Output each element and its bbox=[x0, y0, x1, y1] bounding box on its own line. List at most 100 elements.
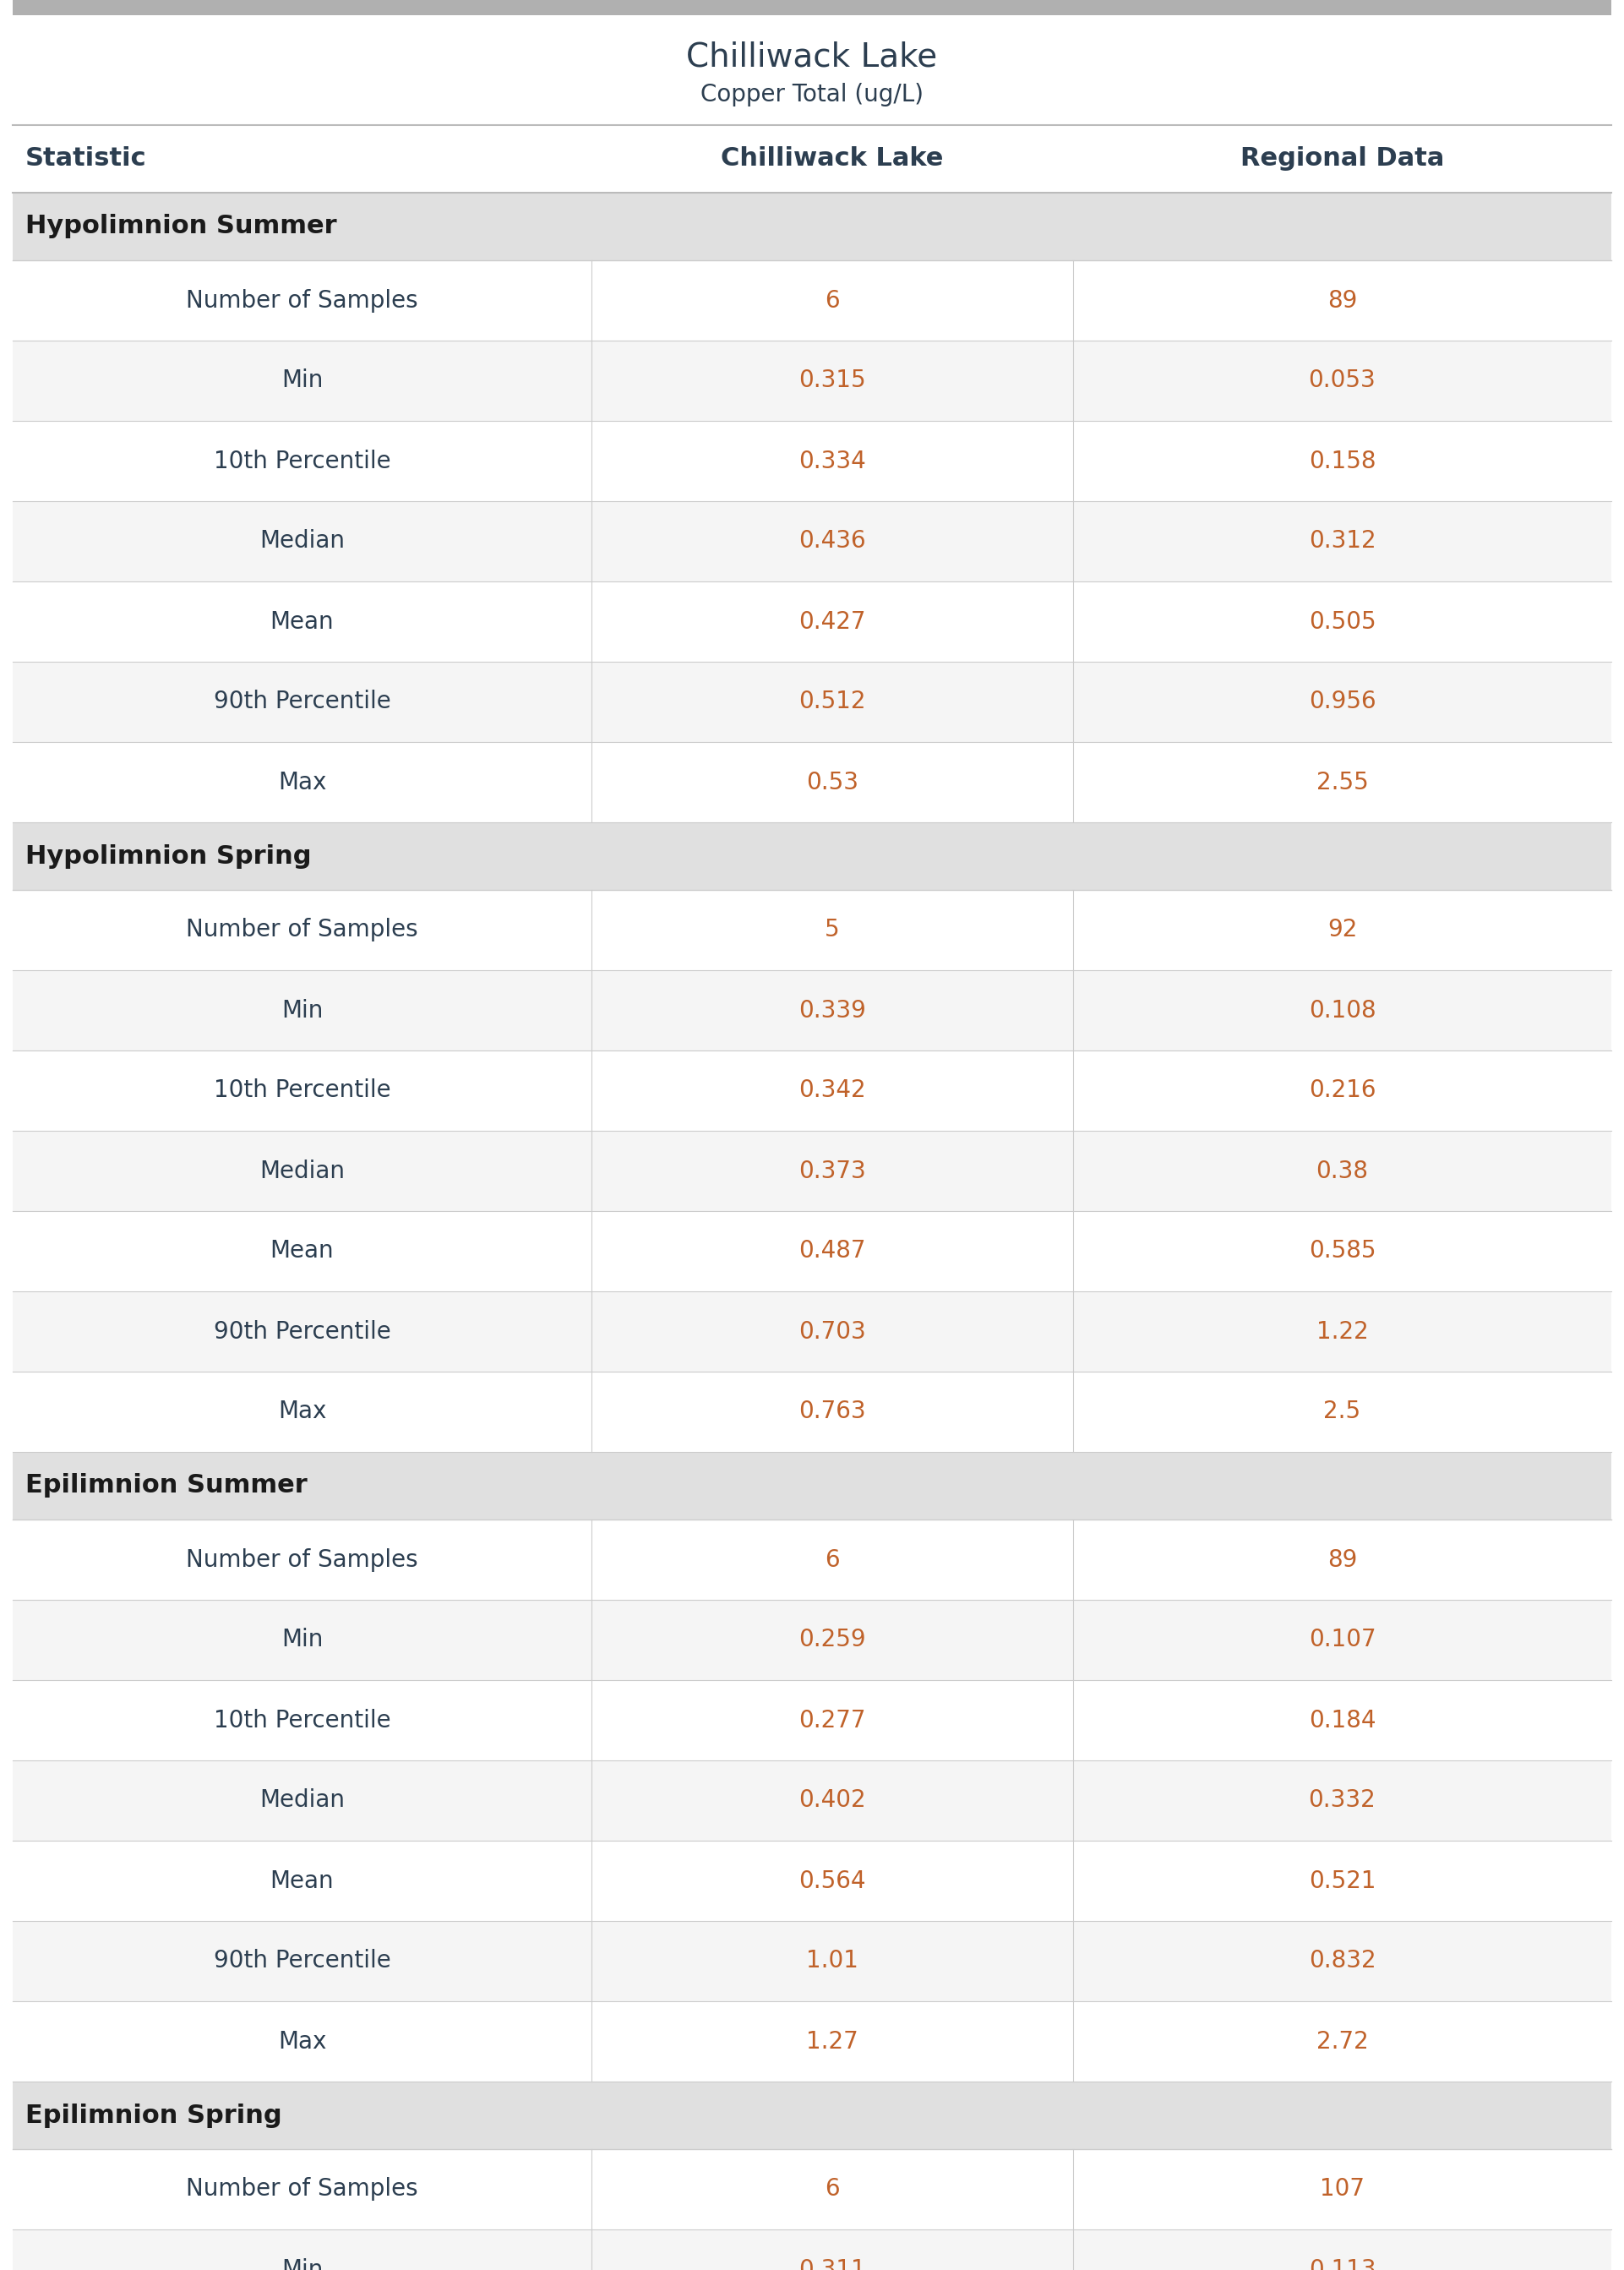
Text: Hypolimnion Spring: Hypolimnion Spring bbox=[26, 844, 312, 869]
Text: 0.334: 0.334 bbox=[799, 449, 866, 472]
Text: 0.521: 0.521 bbox=[1309, 1868, 1376, 1893]
Text: 90th Percentile: 90th Percentile bbox=[213, 690, 391, 713]
Text: 1.01: 1.01 bbox=[806, 1950, 859, 1973]
Bar bbox=[13, 1212, 1611, 1292]
Text: 0.339: 0.339 bbox=[799, 999, 866, 1022]
Text: 5: 5 bbox=[825, 919, 840, 942]
Bar bbox=[13, 969, 1611, 1051]
Bar bbox=[13, 1453, 1611, 1519]
Text: 10th Percentile: 10th Percentile bbox=[213, 1078, 391, 1103]
Text: 2.72: 2.72 bbox=[1315, 2029, 1369, 2054]
Text: Number of Samples: Number of Samples bbox=[187, 1548, 417, 1571]
Text: Mean: Mean bbox=[270, 1868, 335, 1893]
Text: 0.259: 0.259 bbox=[799, 1628, 866, 1653]
Text: Regional Data: Regional Data bbox=[1241, 148, 1444, 170]
Text: 2.5: 2.5 bbox=[1324, 1401, 1361, 1423]
Text: Min: Min bbox=[281, 2259, 323, 2270]
Bar bbox=[13, 193, 1611, 261]
Text: Mean: Mean bbox=[270, 1239, 335, 1262]
Text: 0.402: 0.402 bbox=[799, 1789, 866, 1811]
Text: Mean: Mean bbox=[270, 611, 335, 633]
Bar bbox=[13, 340, 1611, 420]
Text: 0.53: 0.53 bbox=[806, 770, 859, 794]
Text: Max: Max bbox=[278, 770, 326, 794]
Bar bbox=[13, 890, 1611, 969]
Bar bbox=[13, 1920, 1611, 2002]
Text: 6: 6 bbox=[825, 288, 840, 313]
Text: 1.27: 1.27 bbox=[806, 2029, 859, 2054]
Text: Copper Total (ug/L): Copper Total (ug/L) bbox=[700, 82, 924, 107]
Text: Chilliwack Lake: Chilliwack Lake bbox=[721, 148, 944, 170]
Text: 0.487: 0.487 bbox=[799, 1239, 866, 1262]
Text: 89: 89 bbox=[1327, 288, 1358, 313]
Text: 107: 107 bbox=[1320, 2177, 1364, 2202]
Text: 92: 92 bbox=[1327, 919, 1358, 942]
Text: 0.108: 0.108 bbox=[1309, 999, 1376, 1022]
Text: 0.763: 0.763 bbox=[799, 1401, 866, 1423]
Bar bbox=[13, 822, 1611, 890]
Text: 0.342: 0.342 bbox=[799, 1078, 866, 1103]
Text: 90th Percentile: 90th Percentile bbox=[213, 1319, 391, 1344]
Bar bbox=[13, 1051, 1611, 1130]
Bar bbox=[13, 502, 1611, 581]
Text: Epilimnion Spring: Epilimnion Spring bbox=[26, 2102, 283, 2127]
Text: Number of Samples: Number of Samples bbox=[187, 2177, 417, 2202]
Text: 1.22: 1.22 bbox=[1315, 1319, 1369, 1344]
Text: 0.505: 0.505 bbox=[1309, 611, 1376, 633]
Bar bbox=[13, 420, 1611, 502]
Text: Statistic: Statistic bbox=[26, 148, 146, 170]
Text: Min: Min bbox=[281, 370, 323, 393]
Text: 0.427: 0.427 bbox=[799, 611, 866, 633]
Text: Max: Max bbox=[278, 1401, 326, 1423]
Text: 0.832: 0.832 bbox=[1309, 1950, 1376, 1973]
Text: Number of Samples: Number of Samples bbox=[187, 288, 417, 313]
Text: 0.512: 0.512 bbox=[799, 690, 866, 713]
Text: 90th Percentile: 90th Percentile bbox=[213, 1950, 391, 1973]
Bar bbox=[13, 742, 1611, 822]
Text: 0.373: 0.373 bbox=[799, 1160, 866, 1183]
Text: 6: 6 bbox=[825, 1548, 840, 1571]
Bar bbox=[13, 1762, 1611, 1841]
Text: 0.703: 0.703 bbox=[799, 1319, 866, 1344]
Bar bbox=[13, 2082, 1611, 2150]
Text: 0.312: 0.312 bbox=[1309, 529, 1376, 554]
Text: 10th Percentile: 10th Percentile bbox=[213, 449, 391, 472]
Bar bbox=[13, 1519, 1611, 1600]
Text: Chilliwack Lake: Chilliwack Lake bbox=[687, 41, 937, 73]
Bar bbox=[13, 2229, 1611, 2270]
Text: Median: Median bbox=[260, 529, 344, 554]
Text: 0.436: 0.436 bbox=[799, 529, 866, 554]
Text: 6: 6 bbox=[825, 2177, 840, 2202]
Bar bbox=[13, 1600, 1611, 1680]
Bar bbox=[13, 1292, 1611, 1371]
Text: 0.277: 0.277 bbox=[799, 1709, 866, 1732]
Bar bbox=[13, 1680, 1611, 1762]
Bar bbox=[13, 261, 1611, 340]
Text: 0.158: 0.158 bbox=[1309, 449, 1376, 472]
Text: 0.332: 0.332 bbox=[1309, 1789, 1376, 1811]
Text: Hypolimnion Summer: Hypolimnion Summer bbox=[26, 213, 336, 238]
Text: Median: Median bbox=[260, 1789, 344, 1811]
Text: 0.053: 0.053 bbox=[1309, 370, 1376, 393]
Text: 0.585: 0.585 bbox=[1309, 1239, 1376, 1262]
Bar bbox=[13, 581, 1611, 663]
Text: Median: Median bbox=[260, 1160, 344, 1183]
Text: Min: Min bbox=[281, 1628, 323, 1653]
Bar bbox=[13, 2002, 1611, 2082]
Text: 0.315: 0.315 bbox=[799, 370, 866, 393]
Text: 0.107: 0.107 bbox=[1309, 1628, 1376, 1653]
Bar bbox=[13, 663, 1611, 742]
Text: Number of Samples: Number of Samples bbox=[187, 919, 417, 942]
Text: 0.184: 0.184 bbox=[1309, 1709, 1376, 1732]
Text: 2.55: 2.55 bbox=[1315, 770, 1369, 794]
Text: 0.564: 0.564 bbox=[799, 1868, 866, 1893]
Text: Max: Max bbox=[278, 2029, 326, 2054]
Bar bbox=[13, 0, 1611, 16]
Bar bbox=[13, 1841, 1611, 1920]
Text: Min: Min bbox=[281, 999, 323, 1022]
Bar bbox=[13, 1130, 1611, 1212]
Text: 0.311: 0.311 bbox=[799, 2259, 866, 2270]
Text: 0.216: 0.216 bbox=[1309, 1078, 1376, 1103]
Bar bbox=[13, 1371, 1611, 1453]
Text: 89: 89 bbox=[1327, 1548, 1358, 1571]
